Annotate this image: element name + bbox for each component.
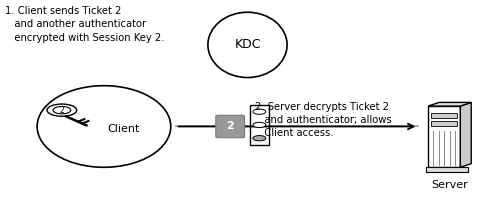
Text: 2. Server decrypts Ticket 2
   and authenticator; allows
   Client access.: 2. Server decrypts Ticket 2 and authenti… [255, 102, 392, 138]
Text: 2: 2 [226, 121, 234, 132]
FancyBboxPatch shape [216, 115, 245, 138]
Text: Server: Server [431, 180, 468, 190]
Polygon shape [428, 102, 471, 106]
Circle shape [253, 122, 266, 128]
Circle shape [253, 135, 266, 141]
Bar [426, 167, 468, 172]
Ellipse shape [37, 86, 171, 167]
Circle shape [253, 109, 266, 114]
Ellipse shape [208, 12, 287, 78]
Circle shape [47, 104, 77, 116]
Bar [431, 121, 457, 126]
Text: Client: Client [107, 123, 140, 134]
Bar [250, 105, 269, 145]
Bar [431, 113, 457, 118]
Polygon shape [428, 106, 460, 167]
Polygon shape [460, 102, 471, 167]
Circle shape [53, 106, 71, 114]
Text: 1. Client sends Ticket 2
   and another authenticator
   encrypted with Session : 1. Client sends Ticket 2 and another aut… [5, 6, 164, 42]
Text: KDC: KDC [234, 38, 261, 51]
Text: 2: 2 [59, 106, 64, 115]
